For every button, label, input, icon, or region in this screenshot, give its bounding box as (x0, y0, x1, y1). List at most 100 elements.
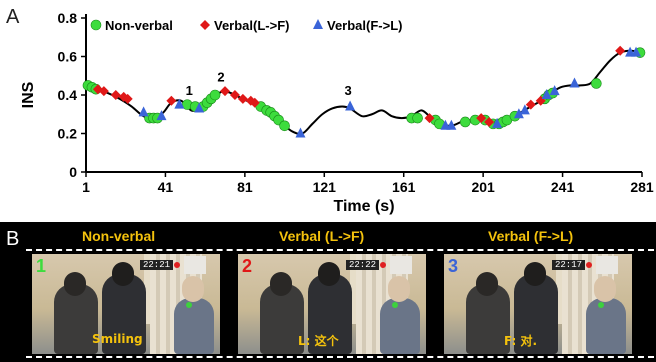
x-tick-label: 241 (551, 179, 575, 195)
participant-right-head (388, 276, 410, 302)
frame-led-icon (186, 302, 192, 308)
y-tick-label: 0.2 (58, 126, 78, 142)
verbal-fl-point (138, 106, 149, 117)
y-tick-label: 0 (69, 164, 77, 180)
frame-timestamp: 22:22 (346, 260, 380, 270)
nonverbal-point (591, 78, 602, 89)
x-tick-label: 161 (392, 179, 416, 195)
participant-right-head (182, 276, 204, 302)
nonverbal-point (279, 120, 290, 132)
frame-number: 1 (36, 256, 47, 276)
frame-number: 3 (448, 256, 459, 276)
frame-lamp (596, 256, 618, 274)
verbal-lf-point (98, 86, 109, 97)
frame-led-icon (392, 302, 398, 308)
record-indicator-icon (174, 262, 180, 268)
ins-line (85, 49, 643, 135)
participant-middle-head (524, 262, 546, 286)
frame-timestamp: 22:21 (140, 260, 174, 270)
participant-right-head (594, 276, 616, 302)
verbal-lf-point (476, 113, 487, 124)
verbal-lf-point (424, 113, 435, 124)
record-indicator-icon (586, 262, 592, 268)
verbal-lf-point (118, 91, 129, 102)
verbal-lf-point (249, 97, 260, 108)
legend-triangle-icon (313, 19, 323, 29)
x-tick-label: 201 (471, 179, 495, 195)
frame-lamp (184, 256, 206, 274)
video-frame-1: 22:21 1 Smiling (32, 254, 220, 354)
verbal-fl-point (345, 100, 356, 111)
verbal-lf-point (615, 45, 626, 56)
y-tick-label: 0.8 (58, 10, 78, 26)
legend-diamond-icon (200, 20, 210, 30)
video-frame-2: 22:22 2 L: 这个 (238, 254, 426, 354)
verbal-lf-point (229, 90, 240, 100)
chart-marks: 1 2 3 (82, 45, 646, 138)
event-label: 1 (186, 83, 193, 98)
frame-timestamp: 22:17 (552, 260, 586, 270)
y-tick-label: 0.4 (58, 87, 78, 103)
participant-middle-head (318, 262, 340, 286)
verbal-lf-point (122, 93, 133, 104)
chart-legend: Non-verbal Verbal(L->F) Verbal(F->L) (90, 18, 403, 33)
verbal-lf-point (166, 95, 177, 106)
verbal-fl-point (541, 89, 552, 99)
verbal-fl-point (194, 102, 205, 113)
verbal-fl-point (295, 127, 306, 138)
event-label: 2 (217, 69, 224, 84)
frame-led-icon (598, 302, 604, 308)
verbal-lf-point (110, 90, 121, 100)
participant-left-head (64, 272, 86, 296)
nonverbal-point (209, 89, 221, 101)
participant-middle (514, 274, 558, 354)
ins-curve (85, 49, 643, 135)
verbal-lf-point (525, 99, 536, 110)
verbal-fl-point (174, 98, 185, 109)
panel-a-letter: A (6, 6, 20, 28)
condition-title-nonverbal: Non-verbal (82, 228, 156, 244)
frame-number: 2 (242, 256, 253, 276)
participant-middle (308, 274, 352, 354)
frame-caption: L: 这个 (298, 334, 339, 348)
verbal-fl-point (631, 46, 642, 57)
verbal-fl-point (513, 108, 524, 119)
video-frame-3: 22:17 3 F: 对. (444, 254, 632, 354)
participant-middle (102, 274, 146, 354)
verbal-fl-point (492, 117, 503, 128)
legend-label: Verbal(F->L) (327, 18, 403, 33)
nonverbal-point (412, 112, 423, 124)
verbal-fl-point (569, 77, 580, 88)
x-tick-label: 81 (237, 179, 253, 195)
condition-title-verbal-fl: Verbal (F->L) (488, 228, 574, 244)
frame-caption: Smiling (92, 332, 143, 346)
frame-caption: F: 对. (504, 334, 538, 348)
verbal-fl-point (519, 104, 530, 115)
x-tick-label: 121 (313, 179, 337, 195)
chart-axes: 0 0.2 0.4 0.6 0.8 1 41 81 121 161 201 241 281 INS Time… (20, 10, 654, 215)
verbal-fl-point (446, 119, 457, 130)
record-indicator-icon (380, 262, 386, 268)
verbal-fl-point (156, 110, 167, 121)
legend-label: Verbal(L->F) (214, 18, 290, 33)
participant-right (174, 298, 214, 354)
verbal-lf-point (484, 116, 495, 127)
verbal-lf-point (237, 93, 248, 104)
top-dashed-divider (26, 249, 654, 251)
frame-lamp (390, 256, 412, 274)
legend-circle-icon (90, 19, 102, 31)
participant-right (586, 298, 626, 354)
participant-left-head (476, 272, 498, 296)
nonverbal-point (459, 116, 471, 128)
x-tick-label: 41 (158, 179, 174, 195)
participant-left-head (270, 272, 292, 296)
event-label: 3 (344, 83, 351, 98)
verbal-lf-point (220, 86, 230, 97)
participant-right (380, 298, 420, 354)
panel-b-letter: B (6, 228, 20, 250)
x-axis-title: Time (s) (333, 198, 394, 215)
x-tick-label: 1 (82, 179, 90, 195)
y-tick-label: 0.6 (58, 49, 78, 65)
x-tick-label: 281 (630, 179, 654, 195)
